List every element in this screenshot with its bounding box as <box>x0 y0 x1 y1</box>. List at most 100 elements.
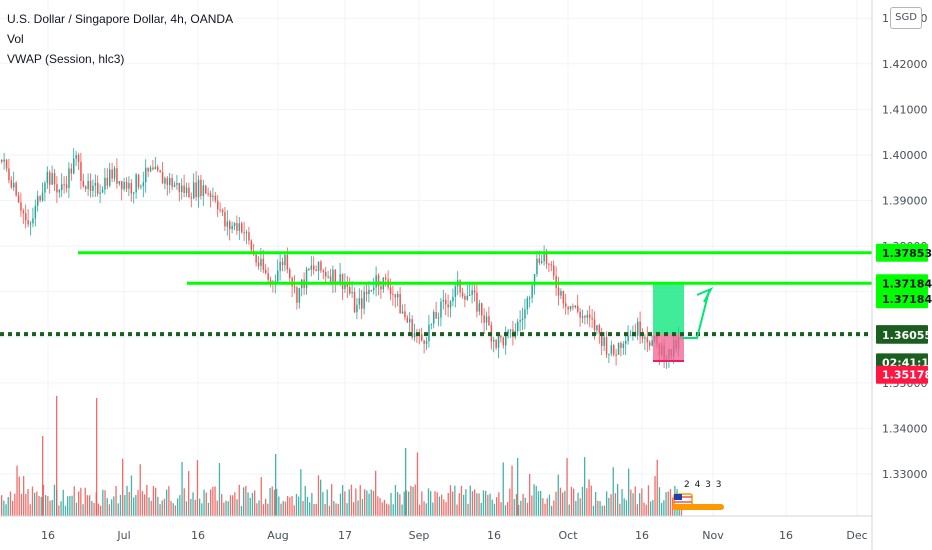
candle-body <box>269 279 272 282</box>
price-tag <box>876 274 928 293</box>
candle-body <box>92 185 94 191</box>
volume-bar <box>643 502 645 516</box>
events-badge[interactable]: 2 4 3 3 <box>672 480 726 512</box>
events-count: 2 4 3 3 <box>684 480 723 490</box>
volume-bar <box>368 493 370 516</box>
candle-body <box>404 311 406 318</box>
candle-body <box>10 180 13 188</box>
volume-bar <box>383 499 386 516</box>
volume-bar <box>628 468 630 516</box>
volume-bar <box>526 502 529 516</box>
candle-body <box>197 179 200 197</box>
volume-bar <box>247 492 249 516</box>
candle-body <box>375 275 377 288</box>
volume-bar <box>650 501 652 516</box>
candle-body <box>265 269 267 274</box>
time-tick-label: 16 <box>191 529 205 542</box>
candle-body <box>401 311 404 314</box>
candle-body <box>37 196 39 206</box>
candle-body <box>13 182 15 188</box>
volume-bar <box>445 502 447 516</box>
volume-bar <box>223 502 225 516</box>
candle-body <box>639 321 641 337</box>
volume-bar <box>199 498 201 516</box>
currency-badge[interactable]: SGD <box>890 7 922 29</box>
candle-body <box>646 337 649 343</box>
volume-bar <box>42 436 44 516</box>
volume-bar <box>570 486 573 516</box>
candle-body <box>433 311 435 324</box>
candle-body <box>51 173 53 185</box>
time-tick-label: 16 <box>779 529 793 542</box>
candle-body <box>596 325 598 331</box>
volume-bar <box>392 504 394 516</box>
candle-body <box>231 226 233 230</box>
candle-body <box>368 289 370 295</box>
volume-indicator-label[interactable]: Vol <box>7 32 24 46</box>
projection-arrow-head <box>696 286 714 303</box>
candle-body <box>483 315 485 323</box>
volume-bar <box>388 504 390 516</box>
candle-body <box>25 213 27 221</box>
volume-bar <box>40 496 42 516</box>
candle-body <box>39 196 41 201</box>
volume-bar <box>465 489 467 516</box>
candle-body <box>128 183 130 189</box>
candle-body <box>183 185 185 194</box>
candle-body <box>111 169 113 179</box>
volume-bar <box>148 497 150 516</box>
candle-body <box>65 184 68 188</box>
volume-bar <box>78 491 80 516</box>
candle-body <box>373 287 375 291</box>
candle-body <box>171 178 173 187</box>
volume-bar <box>625 500 628 516</box>
volume-bar <box>287 496 289 516</box>
volume-bar <box>86 495 89 516</box>
volume-bar <box>379 498 381 516</box>
volume-bar <box>14 493 16 516</box>
volume-bar <box>278 496 280 516</box>
volume-bar <box>302 500 304 516</box>
volume-bar <box>513 499 515 516</box>
volume-bar <box>291 496 293 516</box>
volume-bar <box>183 488 185 516</box>
volume-bar <box>218 463 221 516</box>
candle-body <box>425 341 428 344</box>
volume-bar <box>458 493 460 516</box>
candle-body <box>500 335 502 338</box>
candle-body <box>82 180 85 187</box>
volume-bar <box>331 484 333 516</box>
candle-body <box>478 303 481 312</box>
candle-body <box>589 314 591 318</box>
vwap-indicator-label[interactable]: VWAP (Session, hlc3) <box>7 52 125 66</box>
candle-body <box>106 177 109 186</box>
candle-body <box>315 269 317 272</box>
candle-body <box>533 274 536 286</box>
volume-bar <box>73 486 75 516</box>
volume-bar <box>25 493 27 516</box>
candle-body <box>627 335 629 342</box>
candle-body <box>56 184 58 193</box>
candle-body <box>637 321 639 336</box>
volume-bar <box>603 505 606 516</box>
candle-body <box>193 182 195 199</box>
price-tag <box>876 290 928 309</box>
price-tag-label: 1.37853 <box>882 247 932 260</box>
symbol-title[interactable]: U.S. Dollar / Singapore Dollar, 4h, OAND… <box>7 12 234 26</box>
candle-body <box>601 333 603 346</box>
volume-bar <box>408 491 410 516</box>
candle-body <box>622 343 625 348</box>
volume-bar <box>553 500 555 516</box>
volume-bar <box>573 488 575 516</box>
candle-body <box>603 337 605 346</box>
candle-body <box>205 185 207 194</box>
volume-bar <box>196 460 199 516</box>
volume-bar <box>229 495 232 516</box>
candle-body <box>61 184 63 190</box>
volume-bar <box>128 492 130 516</box>
candle-body <box>262 258 265 270</box>
volume-bar <box>599 501 601 516</box>
candle-body <box>545 252 548 264</box>
volume-bar <box>111 499 113 516</box>
